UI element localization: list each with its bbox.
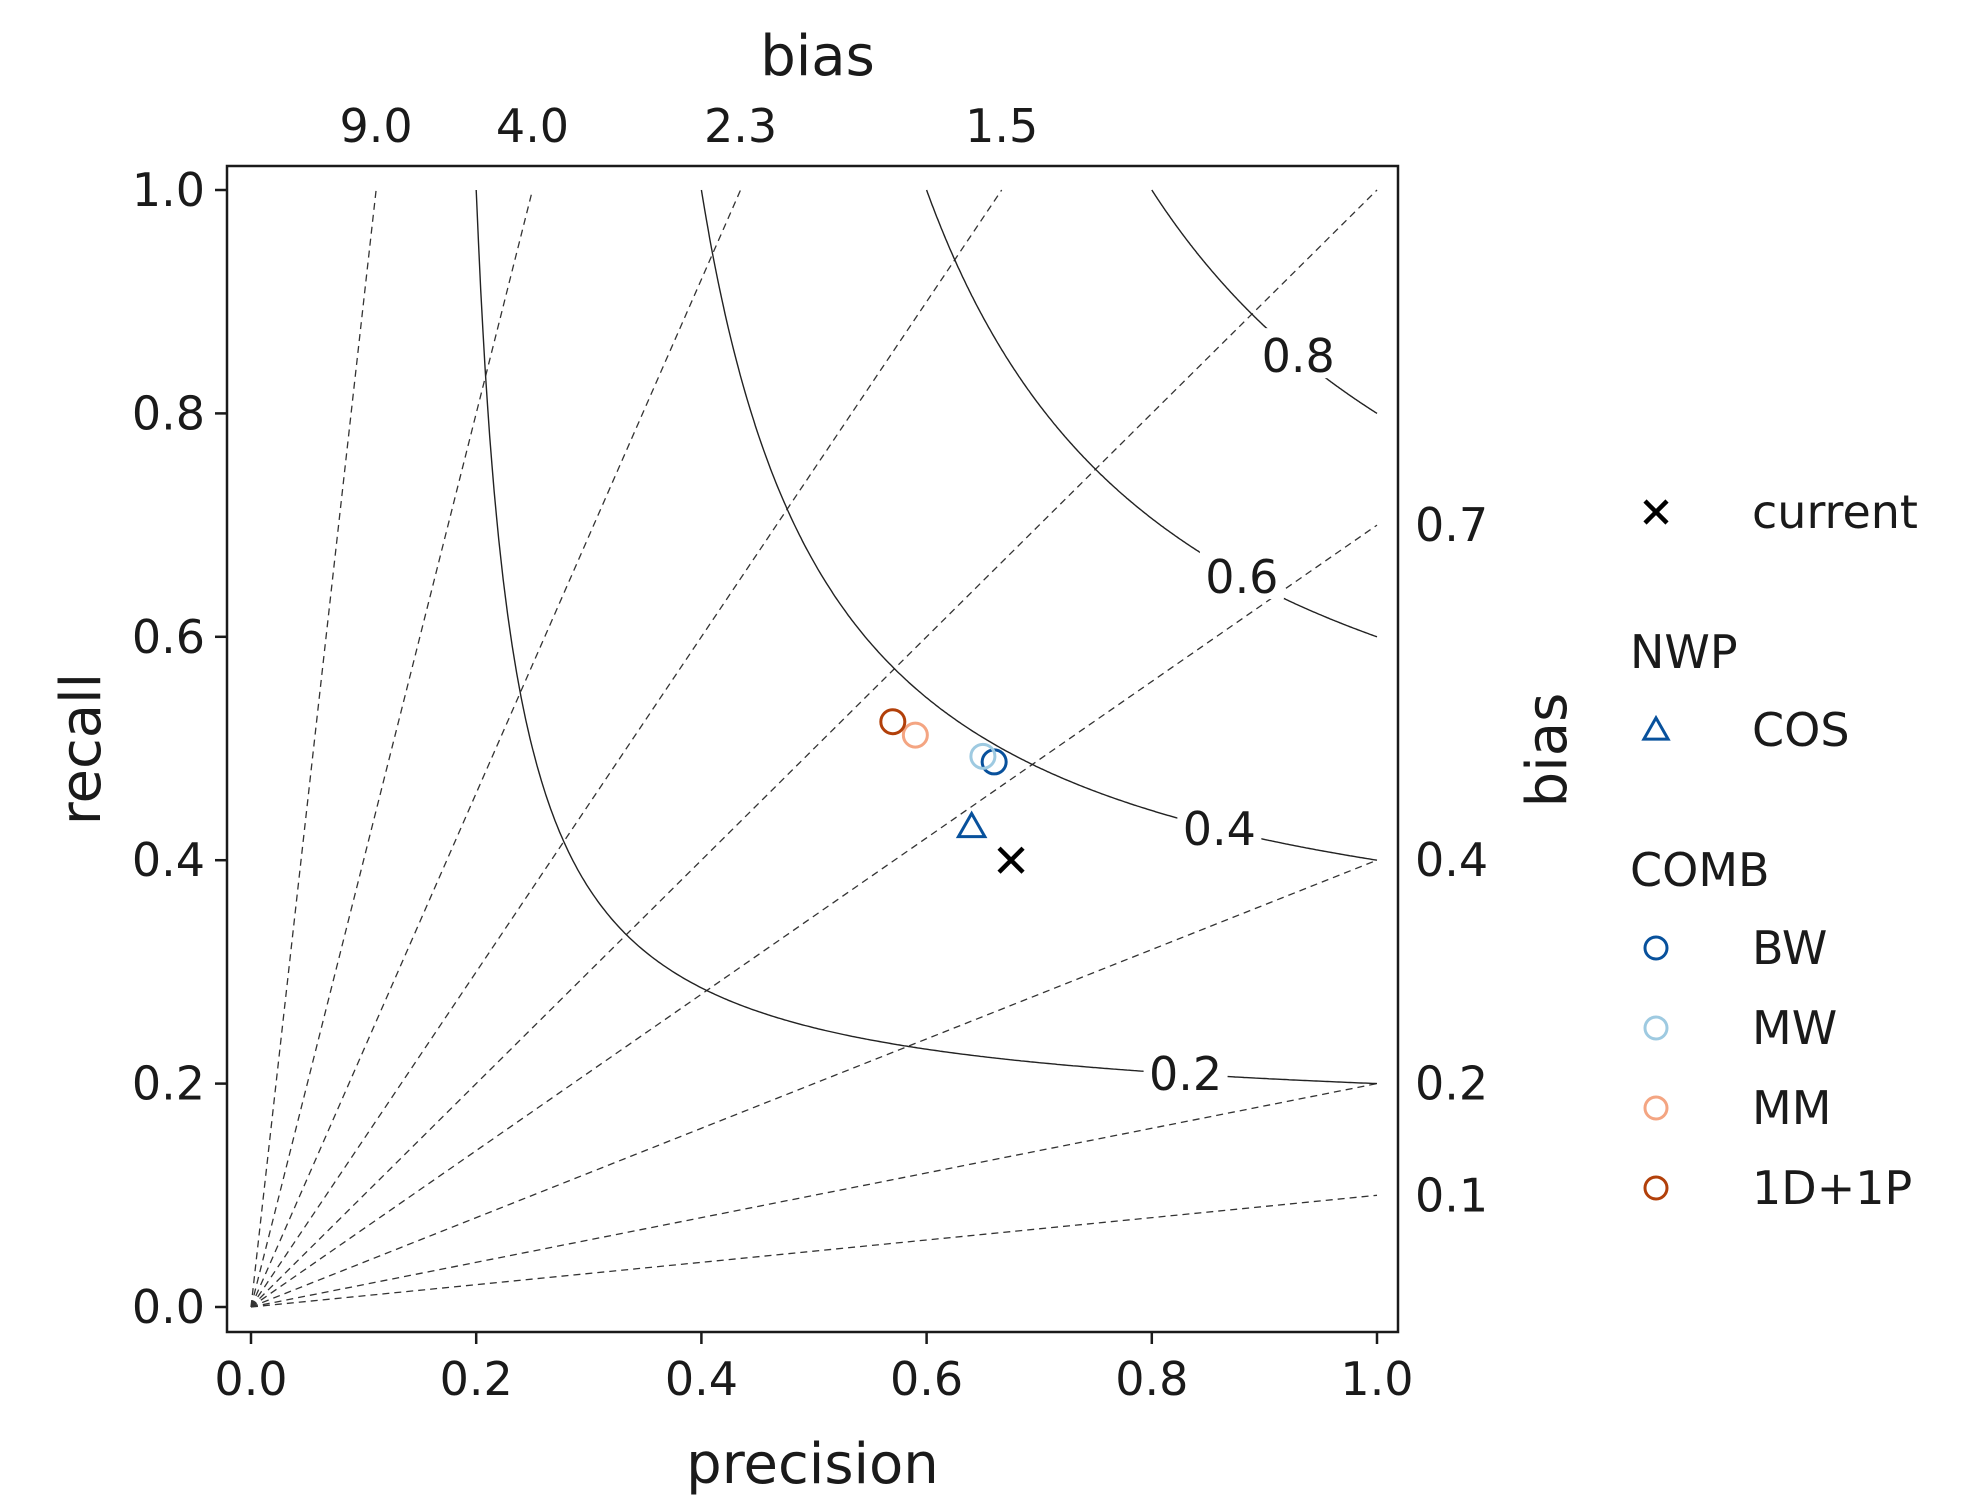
bias-line <box>250 189 534 1308</box>
contour-label: 0.4 <box>1183 802 1256 856</box>
legend-marker <box>1643 935 1669 961</box>
y-tick-label: 0.6 <box>132 610 205 664</box>
legend-label: COS <box>1752 703 1850 757</box>
y-axis-label: recall <box>49 673 114 825</box>
contour-label-background <box>1199 549 1284 600</box>
y-tick-label: 0.4 <box>132 833 205 887</box>
contour-label-background <box>1143 1046 1228 1097</box>
csi-contour-line <box>925 189 1378 638</box>
point-current <box>997 846 1025 874</box>
legend-marker <box>1643 1015 1669 1041</box>
bias-line <box>250 189 377 1308</box>
legend-group-title: COMB <box>1630 843 1770 897</box>
axis-layer: 0.0 0.2 0.4 0.6 0.8 1.0 0.0 0.2 0.4 0.6 0.8 1.0 9.0 4… <box>132 99 1488 1406</box>
contour-label-background <box>1177 801 1262 852</box>
point-mm <box>901 721 929 749</box>
top-bias-tick-label: 1.5 <box>965 99 1038 153</box>
legend-marker <box>1643 1095 1669 1121</box>
top-bias-tick-label: 4.0 <box>496 99 569 153</box>
bias-line <box>250 189 1003 1308</box>
point-1d-1p <box>879 708 907 736</box>
x-axis-label: precision <box>686 1432 939 1497</box>
legend-label: current <box>1752 485 1918 539</box>
x-tick-label: 1.0 <box>1340 1352 1413 1406</box>
contour-label-background <box>1256 328 1341 379</box>
point-mw <box>969 742 997 770</box>
point-cos <box>955 810 988 839</box>
plot-frame <box>225 164 1400 1334</box>
legend-group-title: NWP <box>1630 625 1738 679</box>
y-tick-label: 0.0 <box>132 1280 205 1334</box>
right-bias-tick-label: 0.7 <box>1415 498 1488 552</box>
contour-label: 0.8 <box>1262 329 1335 383</box>
y-tick-label: 1.0 <box>132 163 205 217</box>
contour-label: 0.2 <box>1149 1047 1222 1101</box>
top-bias-tick-label: 9.0 <box>340 99 413 153</box>
bias-line <box>250 1082 1378 1308</box>
top-bias-tick-label: 2.3 <box>704 99 777 153</box>
grid-layer <box>250 189 1378 1308</box>
legend-marker <box>1643 1175 1669 1201</box>
legend-label: 1D+1P <box>1752 1161 1912 1215</box>
bias-line <box>250 189 742 1308</box>
right-bias-tick-label: 0.1 <box>1415 1168 1488 1222</box>
y-tick-label: 0.8 <box>132 386 205 440</box>
legend-marker <box>1643 499 1669 525</box>
legend-marker <box>1641 714 1671 741</box>
marker-layer <box>879 708 1025 874</box>
contour-label: 0.6 <box>1205 550 1278 604</box>
legend-label: MW <box>1752 1001 1837 1055</box>
bias-line <box>250 1194 1378 1308</box>
legend: current NWP COS COMB BW MW MM 1D+1P <box>1630 485 1918 1215</box>
legend-label: MM <box>1752 1081 1831 1135</box>
bias-line <box>250 859 1378 1308</box>
csi-contour-line <box>700 189 1378 861</box>
legend-label: BW <box>1752 921 1827 975</box>
x-tick-label: 0.2 <box>440 1352 513 1406</box>
top-bias-axis-label: bias <box>760 24 875 89</box>
x-tick-label: 0.0 <box>214 1352 287 1406</box>
y-tick-label: 0.2 <box>132 1057 205 1111</box>
right-bias-tick-label: 0.4 <box>1415 833 1488 887</box>
x-tick-label: 0.4 <box>665 1352 738 1406</box>
x-tick-label: 0.6 <box>890 1352 963 1406</box>
csi-contour-line <box>1151 189 1378 414</box>
csi-contour-layer: 0.2 0.4 0.6 0.8 <box>475 189 1378 1101</box>
bias-line <box>250 189 1378 1308</box>
bias-line <box>250 524 1378 1308</box>
right-bias-tick-label: 0.2 <box>1415 1057 1488 1111</box>
x-tick-label: 0.8 <box>1115 1352 1188 1406</box>
right-bias-axis-label: bias <box>1515 693 1580 808</box>
